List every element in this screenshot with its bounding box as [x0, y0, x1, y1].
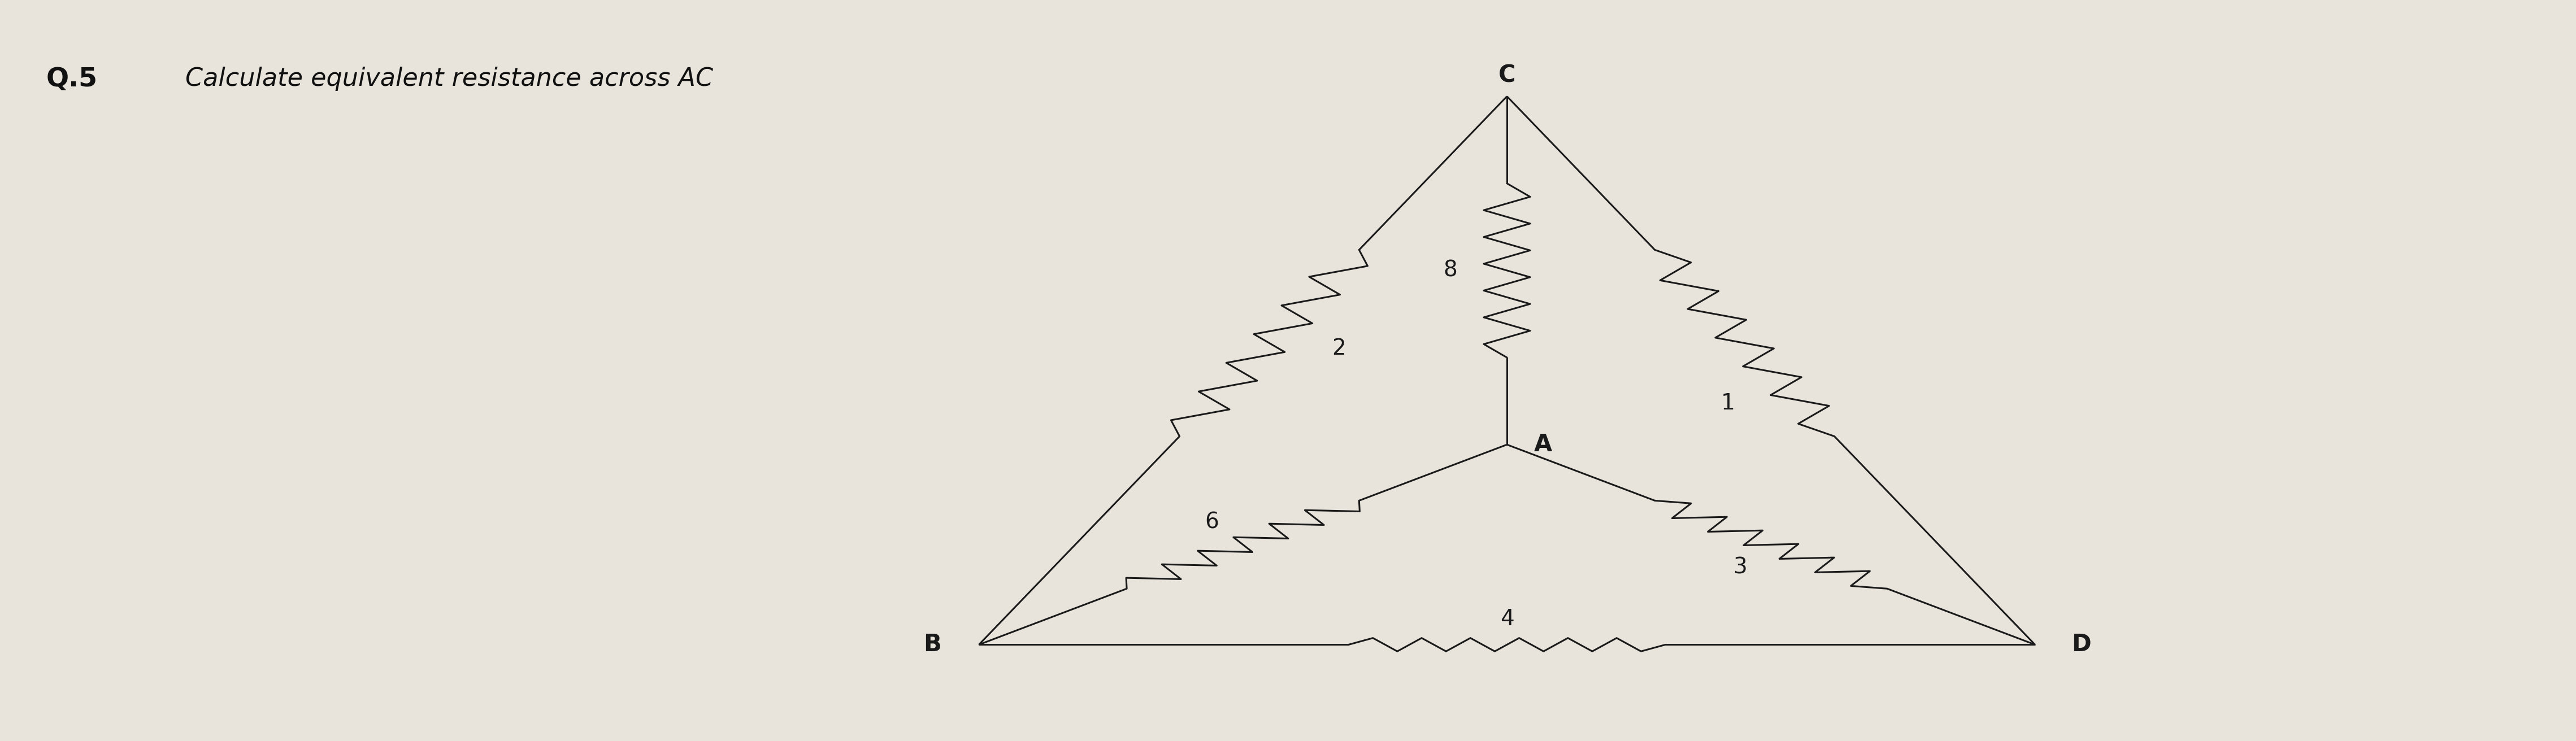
- Text: 8: 8: [1443, 260, 1458, 281]
- Text: 3: 3: [1734, 556, 1747, 578]
- Text: D: D: [2071, 633, 2092, 657]
- Text: A: A: [1533, 433, 1553, 456]
- Text: 1: 1: [1721, 393, 1734, 414]
- Text: 6: 6: [1206, 511, 1218, 533]
- Text: B: B: [925, 633, 940, 657]
- Text: Calculate equivalent resistance across AC: Calculate equivalent resistance across A…: [185, 67, 714, 91]
- Text: C: C: [1499, 64, 1515, 87]
- Text: 4: 4: [1499, 608, 1515, 629]
- Text: Q.5: Q.5: [46, 67, 98, 92]
- Text: 2: 2: [1332, 338, 1345, 359]
